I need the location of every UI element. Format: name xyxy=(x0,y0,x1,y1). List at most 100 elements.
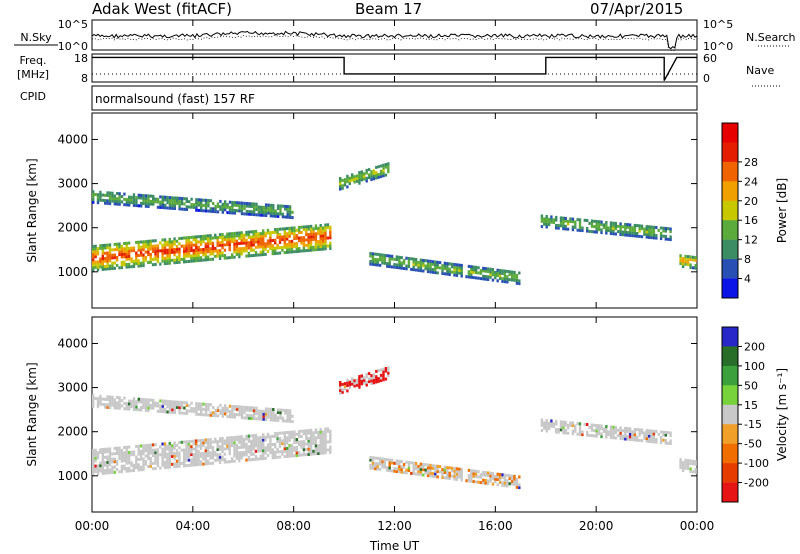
velocity-cell xyxy=(168,441,171,445)
power-cell xyxy=(460,269,463,273)
power-cell xyxy=(400,256,403,260)
velocity-cell xyxy=(555,419,558,423)
velocity-cell xyxy=(555,427,558,431)
power-cell xyxy=(360,173,363,176)
power-cell xyxy=(314,224,318,228)
power-cell xyxy=(631,231,634,235)
power-cell xyxy=(252,254,255,257)
velocity-cell xyxy=(412,472,415,476)
power-cell xyxy=(417,268,420,272)
velocity-cell xyxy=(264,446,267,450)
velocity-cell xyxy=(159,407,162,411)
velocity-cell xyxy=(410,471,413,475)
power-cell xyxy=(192,203,196,207)
velocity-cell xyxy=(387,366,390,370)
velocity-cell xyxy=(118,398,121,402)
velocity-cell xyxy=(645,429,648,433)
velocity-cell xyxy=(223,460,227,464)
velocity-cell xyxy=(293,448,296,452)
power-cell xyxy=(429,262,432,266)
velocity-cell xyxy=(245,445,248,449)
power-cell xyxy=(101,198,104,202)
velocity-cell xyxy=(243,416,246,420)
velocity-cell xyxy=(185,458,188,462)
power-cell xyxy=(312,229,315,233)
freq-label-top: Freq. xyxy=(19,54,46,67)
velocity-cell xyxy=(281,419,285,423)
power-cell xyxy=(233,211,236,215)
velocity-cell xyxy=(187,448,191,451)
power-cell xyxy=(104,259,107,263)
velocity-cell xyxy=(168,457,171,461)
power-cell xyxy=(503,269,507,273)
velocity-cell xyxy=(515,477,519,481)
velocity-cell xyxy=(132,450,136,454)
velocity-cell xyxy=(250,414,253,418)
velocity-cell xyxy=(221,409,224,413)
velocity-cell xyxy=(118,396,121,400)
velocity-cell xyxy=(235,438,239,442)
power-cell xyxy=(486,267,490,271)
power-cell xyxy=(135,251,138,255)
velocity-cell xyxy=(269,418,273,422)
velocity-cell xyxy=(163,460,167,464)
power-cell xyxy=(173,242,176,246)
power-cell xyxy=(412,265,415,269)
velocity-cell xyxy=(609,425,613,429)
power-cell xyxy=(307,248,310,252)
velocity-cell xyxy=(99,461,102,465)
power-cell xyxy=(233,234,236,238)
power-cell xyxy=(147,202,150,206)
velocity-cell xyxy=(669,434,672,438)
velocity-cell xyxy=(252,447,255,451)
velocity-cell xyxy=(506,484,509,488)
power-cell xyxy=(216,252,219,255)
station-title: Adak West (fitACF) xyxy=(92,0,232,18)
velocity-cell xyxy=(185,453,188,457)
velocity-cell xyxy=(161,453,164,457)
velocity-cell xyxy=(417,472,420,476)
velocity-cell xyxy=(431,466,435,470)
velocity-cell xyxy=(247,447,251,451)
power-cell xyxy=(382,169,385,172)
power-cell xyxy=(365,171,368,175)
power-cell xyxy=(655,234,658,237)
power-cell xyxy=(583,218,586,222)
velocity-cell xyxy=(498,478,502,482)
velocity-cell xyxy=(106,398,109,401)
velocity-cell xyxy=(159,453,162,457)
power-cell xyxy=(383,253,387,257)
velocity-cell xyxy=(161,399,164,403)
power-cell xyxy=(341,178,344,182)
velocity-cell xyxy=(510,479,514,483)
power-cell xyxy=(501,271,504,275)
velocity-cell xyxy=(272,418,275,422)
power-cell xyxy=(176,199,179,203)
power-cell xyxy=(617,224,620,228)
power-cell xyxy=(178,199,181,203)
power-cell xyxy=(135,204,138,208)
power-cell xyxy=(307,235,310,239)
power-cell xyxy=(667,237,670,241)
power-cell xyxy=(262,237,265,241)
velocity-cell xyxy=(692,459,695,463)
power-cell xyxy=(147,239,150,243)
power-cell xyxy=(365,168,368,172)
power-cell xyxy=(679,262,682,266)
power-cell xyxy=(640,224,644,228)
velocity-cell xyxy=(99,394,102,398)
velocity-cell xyxy=(161,442,164,446)
power-cell xyxy=(426,267,430,271)
velocity-cell xyxy=(92,454,95,458)
power-cell xyxy=(125,265,128,269)
noise-tick-top: 10^5 xyxy=(58,18,88,31)
velocity-cell xyxy=(245,416,249,420)
velocity-cell xyxy=(443,465,447,469)
frequency-trace xyxy=(92,56,697,81)
power-cell xyxy=(199,248,203,252)
power-cell xyxy=(491,270,495,274)
velocity-cell xyxy=(429,463,432,467)
velocity-cell xyxy=(173,408,176,412)
power-cell xyxy=(564,227,567,231)
power-cell xyxy=(240,231,243,235)
